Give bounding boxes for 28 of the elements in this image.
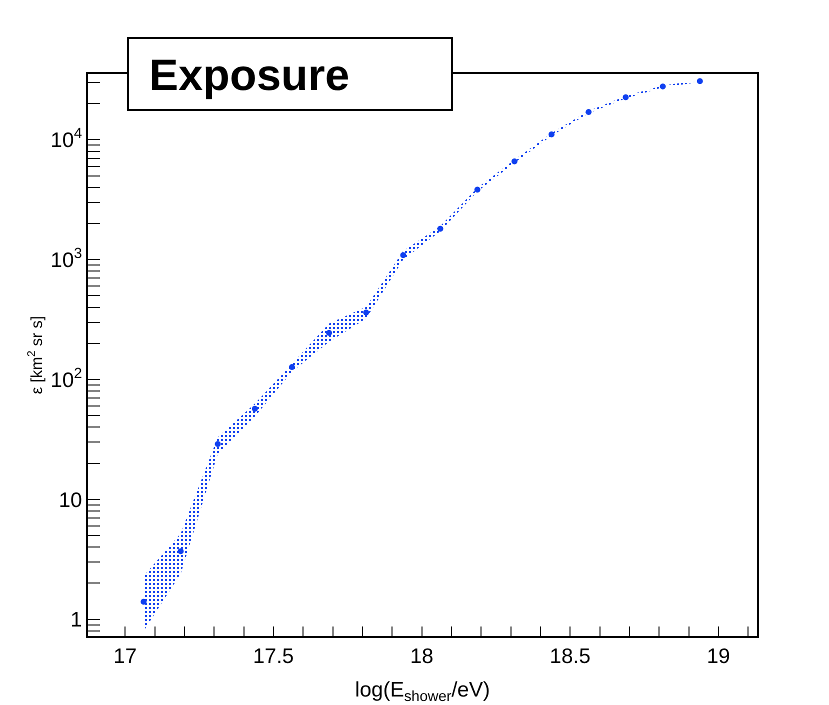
x-tick-label: 18 [410,644,434,668]
point [696,78,703,84]
point [511,158,518,164]
y-tick-label: 10$^{2}$ [50,366,82,392]
x-axis-title: log(E$_{shower}$/eV) [355,678,490,705]
point [660,83,666,90]
point [437,226,444,232]
x-tick-label: 18.5 [550,644,591,668]
x-tick-label: 17.5 [252,644,294,668]
point [548,131,555,138]
point [288,364,295,370]
point [622,94,629,100]
point [363,310,370,316]
point [140,598,147,605]
point [214,440,221,447]
x-tick-label: 17 [113,644,137,668]
point [474,186,480,193]
y-tick-label: 10 [58,488,82,512]
point [178,548,184,554]
point [252,406,258,412]
x-tick-label: 19 [706,644,730,668]
point [586,109,592,116]
chart-title: Exposure [127,37,453,111]
point [400,252,406,258]
point [326,330,332,336]
y-tick-label: 1 [70,608,82,632]
y-tick-label: 10$^{3}$ [50,246,82,272]
y-tick-label: 10$^{4}$ [50,126,82,152]
